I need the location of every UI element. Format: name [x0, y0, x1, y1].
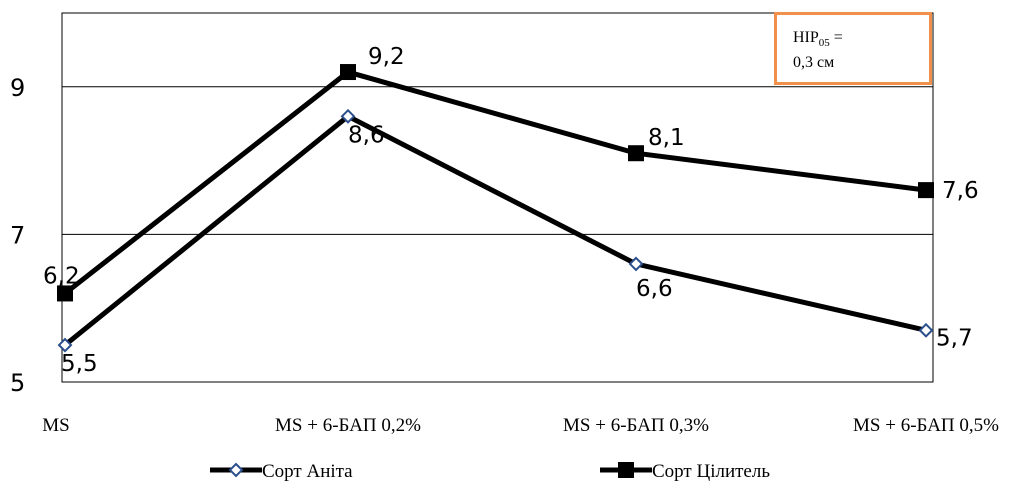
y-axis-ticks: 5 7 9 [10, 74, 25, 397]
series-0-marker-0 [57, 337, 73, 353]
series-0-data-label-3: 5,7 [936, 325, 973, 351]
series-1-data-label-1: 9,2 [368, 44, 405, 70]
x-category-label-3: MS + 6-БАП 0,5% [853, 415, 999, 436]
series-1-data-label-2: 8,1 [648, 125, 685, 151]
y-tick-label-0: 5 [10, 369, 25, 397]
x-category-label-1: MS + 6-БАП 0,2% [275, 415, 421, 436]
grid-lines [62, 86, 933, 235]
series-0-data-label-1: 8,6 [348, 122, 385, 148]
series-layer: 5,5 8,6 6,6 5,7 6,2 9,2 8,1 7,6 [43, 44, 979, 377]
series-line-1 [63, 69, 927, 296]
series-1-data-label-3: 7,6 [942, 178, 979, 204]
legend-label-1: Сорт Цілитель [652, 461, 770, 482]
y-tick-label-1: 7 [10, 221, 25, 249]
lsd-label: HIP [793, 29, 819, 46]
lsd-annotation-box: HIP05 = 0,3 см [774, 12, 932, 85]
series-line-0 [63, 113, 927, 348]
legend: Сорт Аніта Сорт Цілитель [210, 461, 770, 482]
series-1-marker-3 [918, 182, 934, 199]
legend-label-0: Сорт Аніта [262, 461, 353, 482]
lsd-subscript: 05 [818, 37, 830, 50]
lsd-equals: = [829, 29, 843, 46]
legend-marker-1 [618, 462, 634, 478]
series-0-marker-1 [340, 108, 356, 124]
series-1-marker-1 [340, 64, 356, 81]
series-0-data-label-0: 5,5 [61, 351, 98, 377]
x-axis-categories: MS MS + 6-БАП 0,2% MS + 6-БАП 0,3% MS + 6-Б… [42, 415, 999, 436]
x-category-label-0: MS [42, 415, 69, 436]
series-0-data-label-2: 6,6 [636, 276, 673, 302]
series-0-marker-3 [918, 322, 934, 338]
series-1-marker-0 [57, 285, 73, 302]
series-1-marker-2 [628, 145, 644, 162]
x-category-label-2: MS + 6-БАП 0,3% [563, 415, 709, 436]
lsd-value: 0,3 см [793, 54, 835, 72]
lsd-annotation-line1: HIP05 = [793, 28, 929, 53]
y-tick-label-2: 9 [10, 74, 25, 102]
series-1-data-label-0: 6,2 [43, 263, 80, 289]
legend-marker-0 [228, 462, 244, 478]
series-0-marker-2 [628, 256, 644, 272]
